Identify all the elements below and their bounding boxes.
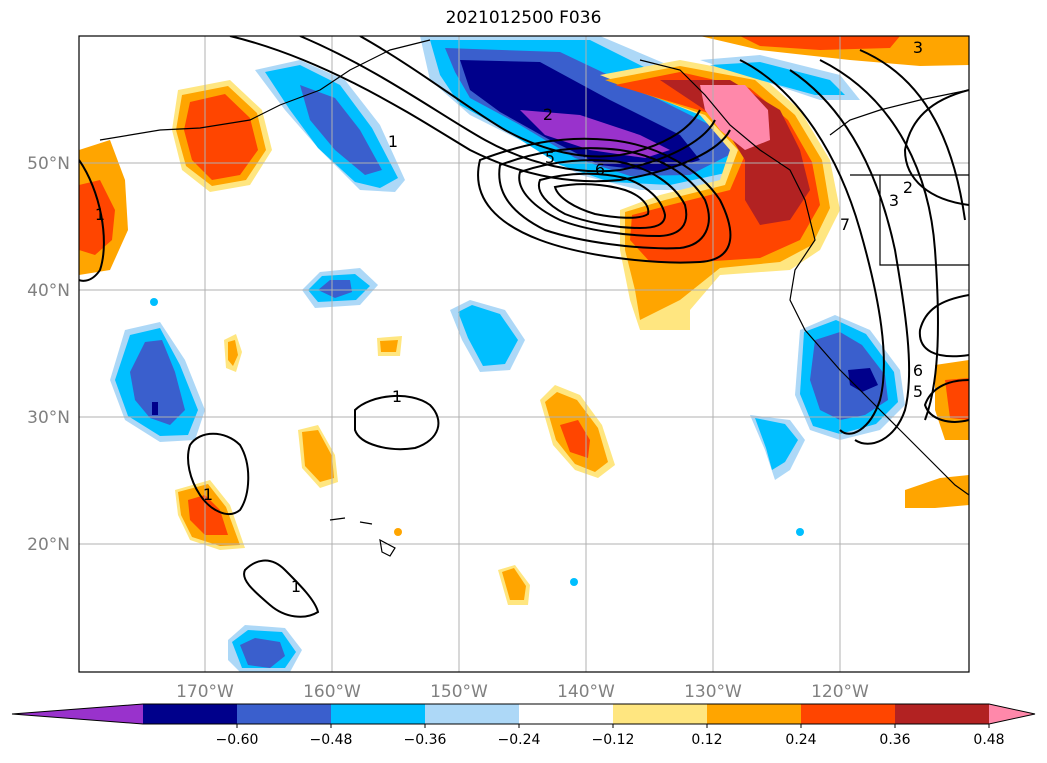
gridlines <box>79 36 969 672</box>
contour-label: 3 <box>889 191 899 210</box>
colorbar-segment <box>331 704 426 724</box>
contour-label: 6 <box>913 361 923 380</box>
positive-anomaly-northeast-pacific <box>600 60 840 330</box>
contour-label: 1 <box>388 132 398 151</box>
longitude-labels: 170°W 160°W 150°W 140°W 130°W 120°W <box>176 682 869 702</box>
positive-anomaly-west <box>172 80 272 192</box>
negative-anomaly-west <box>110 322 205 442</box>
colorbar-segment <box>519 704 614 724</box>
colorbar-tick-label: −0.24 <box>498 732 541 748</box>
lon-label: 170°W <box>176 682 234 702</box>
contour-label: 2 <box>543 105 553 124</box>
contour-label: 1 <box>203 485 213 504</box>
colorbar-tick-label: 0.48 <box>973 732 1004 748</box>
lon-label: 130°W <box>684 682 742 702</box>
lon-label: 140°W <box>557 682 615 702</box>
contour-label: 1 <box>291 577 301 596</box>
colorbar-segment <box>237 704 332 724</box>
colorbar-segment <box>895 704 990 724</box>
contour-label: 5 <box>913 382 923 401</box>
contour-label: 7 <box>840 215 850 234</box>
negative-anomaly-gulf-of-alaska <box>420 36 800 190</box>
colorbar-segment <box>425 704 520 724</box>
colorbar-segment <box>613 704 708 724</box>
contour-label: 2 <box>903 178 913 197</box>
colorbar-segment <box>143 704 238 724</box>
contour-label: 1 <box>95 205 105 224</box>
contour-label: 3 <box>913 38 923 57</box>
colorbar-tick-label: 0.24 <box>785 732 816 748</box>
map-title: 2021012500 F036 <box>445 8 602 28</box>
colorbar: −0.60 −0.48 −0.36 −0.24 −0.12 0.12 0.24 0.36 0.4… <box>11 703 1036 748</box>
contour-label: 1 <box>392 387 402 406</box>
colorbar-tick-label: −0.12 <box>592 732 635 748</box>
colorbar-extend-max <box>989 704 1035 724</box>
colorbar-tick-label: −0.48 <box>310 732 353 748</box>
contour-labels: 1 1 1 1 1 2 3 5 6 6 5 7 2 3 <box>95 38 923 596</box>
lon-label: 150°W <box>430 682 488 702</box>
coastlines <box>99 39 969 557</box>
colorbar-tick-label: 0.12 <box>691 732 722 748</box>
colorbar-extend-min <box>12 704 143 724</box>
map-frame <box>78 35 970 673</box>
colorbar-tick-label: −0.36 <box>404 732 447 748</box>
colorbar-tick-label: −0.60 <box>216 732 259 748</box>
lat-label: 30°N <box>27 408 70 428</box>
contour-label: 5 <box>545 148 555 167</box>
lat-label: 20°N <box>27 535 70 555</box>
colorbar-tick-label: 0.36 <box>879 732 910 748</box>
positive-anomaly-subtropical <box>540 385 615 478</box>
colorbar-segment <box>707 704 802 724</box>
colorbar-segment <box>801 704 896 724</box>
contour-lines <box>79 36 969 618</box>
lat-label: 50°N <box>27 154 70 174</box>
contour-label: 6 <box>595 160 605 179</box>
lon-label: 120°W <box>811 682 869 702</box>
lat-label: 40°N <box>27 281 70 301</box>
lon-label: 160°W <box>303 682 361 702</box>
latitude-labels: 50°N 40°N 30°N 20°N <box>27 154 70 555</box>
map-field: 1 1 1 1 1 2 3 5 6 6 5 7 2 3 <box>79 36 969 672</box>
